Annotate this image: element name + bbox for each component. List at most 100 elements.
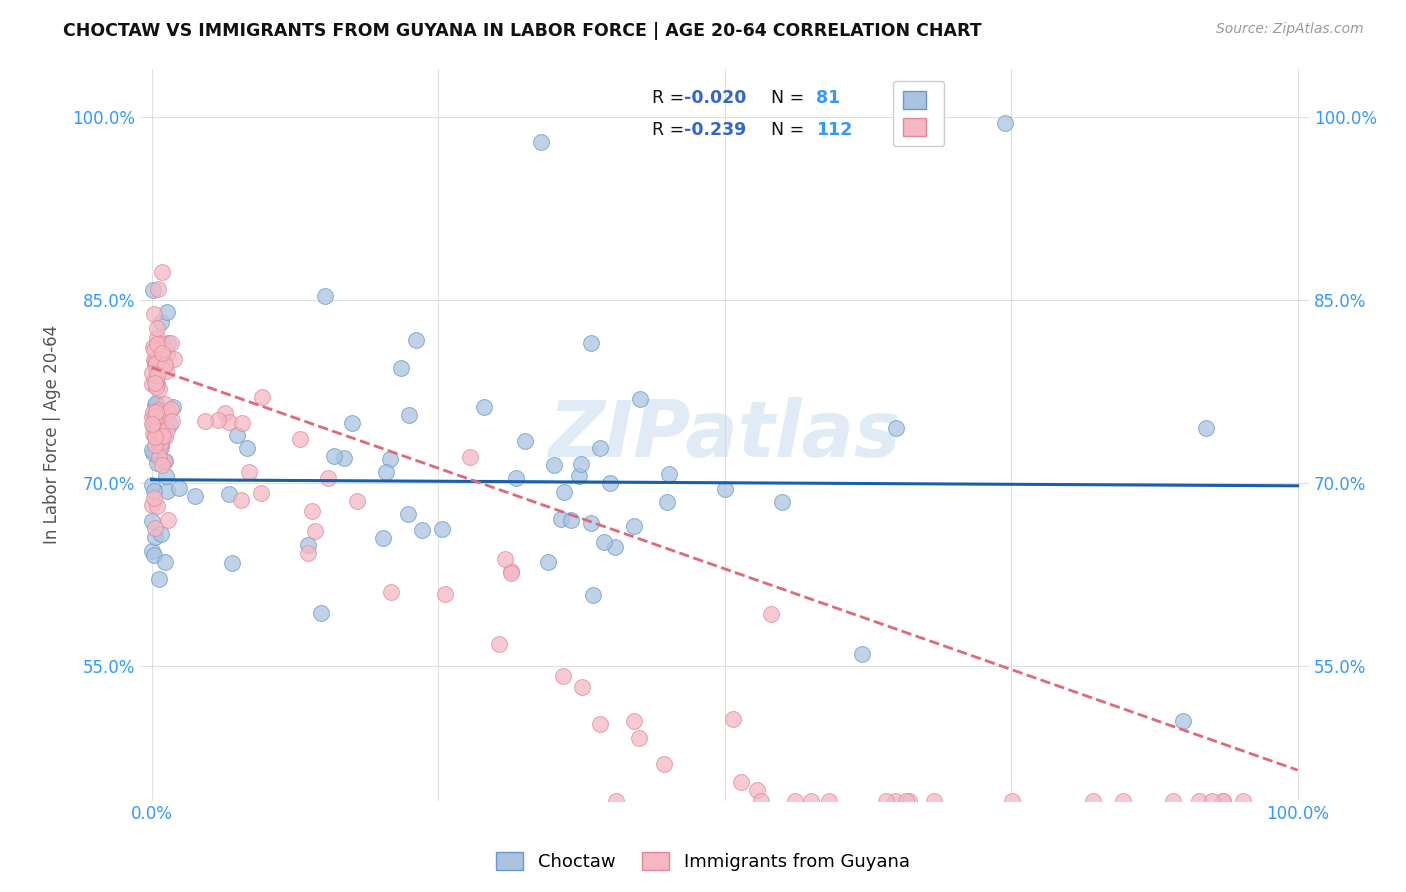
Point <box>146 282 169 296</box>
Point <box>316 471 339 485</box>
Point <box>488 637 510 651</box>
Point <box>155 359 177 373</box>
Text: R =: R = <box>652 89 690 107</box>
Point <box>146 321 169 335</box>
Point <box>494 552 516 566</box>
Point <box>333 450 356 465</box>
Point <box>146 377 169 392</box>
Point <box>1195 421 1218 435</box>
Point <box>231 416 253 430</box>
Point <box>143 521 166 535</box>
Point <box>143 438 166 452</box>
Point <box>145 405 167 419</box>
Point <box>411 523 433 537</box>
Point <box>304 524 326 538</box>
Point <box>152 342 174 356</box>
Point <box>143 416 166 430</box>
Point <box>145 395 167 409</box>
Point <box>156 423 179 437</box>
Point <box>153 454 176 468</box>
Point <box>155 364 177 378</box>
Point <box>721 712 744 726</box>
Point <box>153 454 176 468</box>
Point <box>569 457 592 471</box>
Point <box>150 440 173 454</box>
Point <box>657 494 679 508</box>
Point <box>346 494 368 508</box>
Point <box>146 403 169 417</box>
Point <box>141 498 163 512</box>
Point <box>169 481 191 495</box>
Text: Source: ZipAtlas.com: Source: ZipAtlas.com <box>1216 22 1364 37</box>
Point <box>579 516 602 530</box>
Text: ZIPatlas: ZIPatlas <box>548 397 901 473</box>
Point <box>375 465 398 479</box>
Point <box>396 507 419 521</box>
Point <box>146 410 169 425</box>
Point <box>155 397 177 411</box>
Point <box>142 405 165 419</box>
Point <box>589 717 612 731</box>
Point <box>654 756 676 771</box>
Point <box>145 499 167 513</box>
Point <box>142 549 165 563</box>
Point <box>142 417 165 432</box>
Point <box>142 427 165 442</box>
Point <box>1212 794 1234 808</box>
Point <box>896 794 918 808</box>
Point <box>149 434 172 449</box>
Point <box>405 333 427 347</box>
Point <box>159 417 181 431</box>
Point <box>148 382 170 396</box>
Point <box>143 430 166 444</box>
Point <box>800 794 823 808</box>
Point <box>142 283 165 297</box>
Point <box>194 414 217 428</box>
Point <box>143 398 166 412</box>
Point <box>150 430 173 444</box>
Point <box>249 486 271 500</box>
Text: 81: 81 <box>815 89 839 107</box>
Point <box>214 406 236 420</box>
Point <box>143 376 166 390</box>
Point <box>628 392 651 407</box>
Point <box>886 421 908 435</box>
Point <box>162 400 184 414</box>
Point <box>218 487 240 501</box>
Point <box>309 606 332 620</box>
Point <box>143 426 166 441</box>
Point <box>589 441 612 455</box>
Point <box>141 377 163 392</box>
Point <box>550 511 572 525</box>
Point <box>628 731 651 745</box>
Point <box>657 467 679 481</box>
Text: CHOCTAW VS IMMIGRANTS FROM GUYANA IN LABOR FORCE | AGE 20-64 CORRELATION CHART: CHOCTAW VS IMMIGRANTS FROM GUYANA IN LAB… <box>63 22 981 40</box>
Point <box>238 465 260 479</box>
Point <box>153 430 176 444</box>
Point <box>141 478 163 492</box>
Point <box>142 484 165 499</box>
Point <box>145 408 167 422</box>
Point <box>1212 794 1234 808</box>
Point <box>505 471 527 485</box>
Point <box>605 794 627 808</box>
Point <box>433 587 456 601</box>
Point <box>458 450 481 465</box>
Point <box>1232 794 1254 808</box>
Point <box>582 588 605 602</box>
Point <box>150 264 173 278</box>
Point <box>156 347 179 361</box>
Point <box>851 647 873 661</box>
Point <box>593 535 616 549</box>
Point <box>579 335 602 350</box>
Point <box>499 564 522 578</box>
Point <box>142 340 165 354</box>
Point <box>156 483 179 498</box>
Point <box>730 775 752 789</box>
Text: N =: N = <box>759 89 810 107</box>
Point <box>340 416 363 430</box>
Point <box>1112 794 1135 808</box>
Point <box>148 450 170 465</box>
Point <box>897 794 920 808</box>
Point <box>378 451 401 466</box>
